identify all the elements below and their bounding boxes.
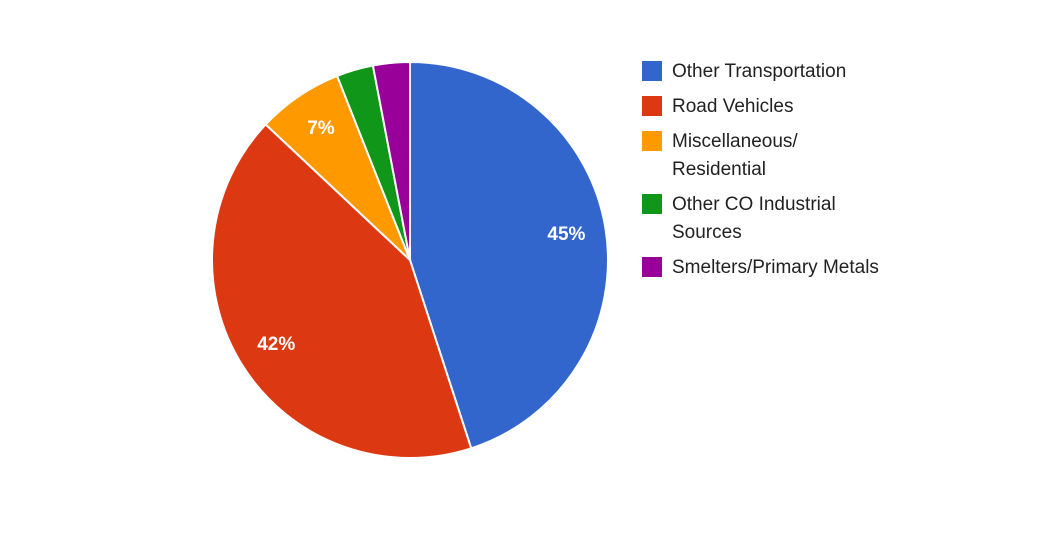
- legend-item-5: Smelters/Primary Metals: [642, 254, 882, 282]
- legend-swatch: [642, 61, 662, 81]
- legend-label: Other CO Industrial Sources: [672, 194, 836, 243]
- legend-label: Miscellaneous/ Residential: [672, 131, 798, 180]
- legend-label: Smelters/Primary Metals: [672, 257, 879, 278]
- legend-item-4: Other CO Industrial Sources: [642, 191, 882, 247]
- pie-slice-1: [409, 60, 609, 450]
- pie-slice-2: [211, 123, 473, 459]
- slice-label-2: 42%: [257, 334, 295, 355]
- legend-item-3: Miscellaneous/ Residential: [642, 128, 882, 184]
- legend-label: Other Transportation: [672, 61, 847, 82]
- slice-label-1: 45%: [547, 224, 585, 245]
- legend-swatch: [642, 96, 662, 116]
- legend-swatch: [642, 257, 662, 277]
- legend-item-1: Other Transportation: [642, 58, 882, 86]
- legend-swatch: [642, 194, 662, 214]
- pie-slice-5: [371, 60, 411, 261]
- slice-label-3: 7%: [307, 118, 335, 139]
- legend-item-2: Road Vehicles: [642, 93, 882, 121]
- legend-swatch: [642, 131, 662, 151]
- chart-legend: Other Transportation Road Vehicles Miscell…: [642, 58, 882, 289]
- legend-label: Road Vehicles: [672, 96, 794, 117]
